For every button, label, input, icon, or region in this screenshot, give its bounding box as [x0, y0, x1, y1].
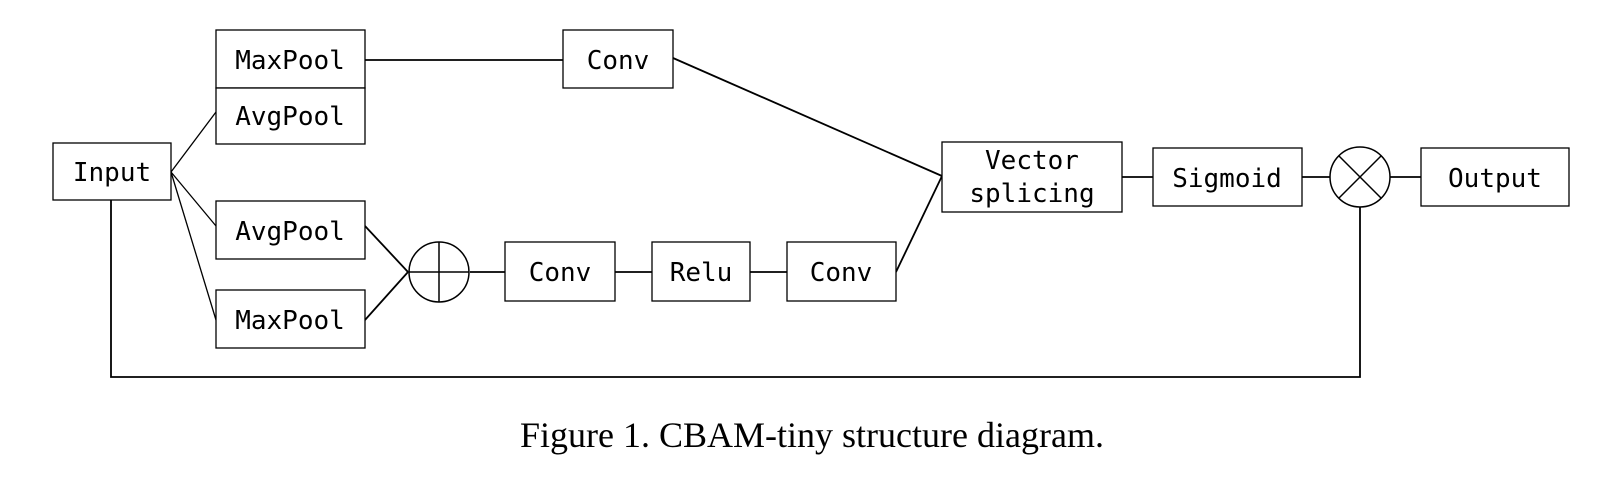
node-label: Sigmoid [1172, 164, 1282, 194]
node-label-line2: splicing [969, 179, 1094, 209]
cbam-tiny-diagram: Input MaxPool AvgPool Conv AvgPool MaxPo… [52, 29, 1570, 378]
node-conv-mid2: Conv [786, 241, 897, 302]
node-label: Conv [810, 258, 873, 288]
node-avgpool-top: AvgPool [215, 87, 366, 145]
node-relu: Relu [651, 241, 751, 302]
node-label: Relu [670, 258, 733, 288]
node-avgpool-bottom: AvgPool [215, 200, 366, 260]
node-maxpool-bottom: MaxPool [215, 289, 366, 349]
node-conv-top: Conv [562, 29, 674, 89]
node-vector-splicing: Vector splicing [941, 141, 1123, 213]
figure-caption: Figure 1. CBAM-tiny structure diagram. [520, 415, 1104, 455]
node-conv-mid1: Conv [504, 241, 616, 302]
node-input: Input [52, 142, 172, 201]
edge-input-avgpool-bottom [170, 171, 217, 227]
edge-input-avgpool-top [170, 111, 217, 173]
node-label-line1: Vector [985, 146, 1079, 176]
connectors [110, 57, 1421, 378]
edge-maxpool-add [364, 271, 409, 321]
add-operator-icon [408, 241, 470, 303]
node-label: AvgPool [235, 217, 345, 247]
node-label: AvgPool [235, 102, 345, 132]
edge-input-maxpool-bottom [170, 171, 217, 321]
node-sigmoid: Sigmoid [1152, 147, 1303, 207]
node-label: MaxPool [235, 46, 345, 76]
node-label: Conv [529, 258, 592, 288]
node-label: Output [1448, 164, 1542, 194]
node-maxpool-top: MaxPool [215, 29, 366, 89]
edge-residual [110, 199, 1361, 378]
node-label: MaxPool [235, 306, 345, 336]
edge-conv-vector [895, 175, 943, 273]
node-label: Conv [587, 46, 650, 76]
multiply-operator-icon [1329, 146, 1391, 208]
edge-avgpool-add [364, 225, 409, 273]
edge-conv-top-vector [672, 57, 943, 177]
node-label: Input [73, 158, 151, 188]
node-output: Output [1420, 147, 1570, 207]
